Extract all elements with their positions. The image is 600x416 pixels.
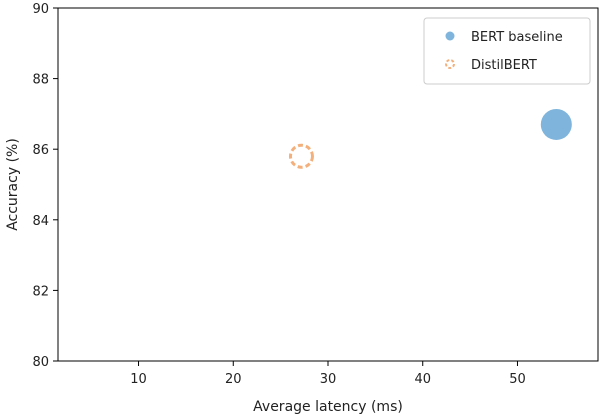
x-tick-label: 10 bbox=[130, 372, 147, 387]
data-point-bert-baseline bbox=[540, 108, 572, 140]
x-axis-label: Average latency (ms) bbox=[253, 399, 403, 415]
data-point-distilbert bbox=[288, 143, 314, 169]
y-tick-label: 82 bbox=[32, 284, 49, 299]
y-axis-label: Accuracy (%) bbox=[5, 138, 21, 231]
y-axis-ticks: 80 82 84 86 88 90 bbox=[32, 2, 58, 370]
legend-label-bert-baseline: BERT baseline bbox=[471, 30, 563, 45]
y-tick-label: 88 bbox=[32, 73, 49, 88]
x-tick-label: 30 bbox=[320, 372, 337, 387]
x-tick-label: 50 bbox=[509, 372, 526, 387]
y-tick-label: 90 bbox=[32, 2, 49, 17]
y-tick-label: 80 bbox=[32, 355, 49, 370]
legend-marker-distilbert bbox=[445, 59, 455, 69]
data-points bbox=[288, 108, 572, 169]
legend-label-distilbert: DistilBERT bbox=[471, 58, 537, 73]
legend-marker-bert-baseline bbox=[445, 31, 455, 41]
x-tick-label: 20 bbox=[225, 372, 242, 387]
x-axis-ticks: 10 20 30 40 50 bbox=[130, 361, 526, 387]
y-tick-label: 86 bbox=[32, 143, 49, 158]
legend: BERT baseline DistilBERT bbox=[423, 17, 591, 85]
x-tick-label: 40 bbox=[414, 372, 431, 387]
y-tick-label: 84 bbox=[32, 214, 49, 229]
legend-box bbox=[423, 17, 591, 85]
